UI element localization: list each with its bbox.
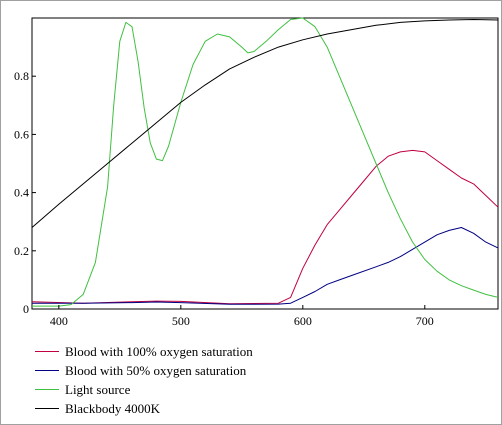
x-tick-label: 600: [294, 314, 312, 328]
legend-label-blood-50: Blood with 50% oxygen saturation: [65, 363, 247, 378]
y-tick-label: 0.4: [14, 186, 29, 200]
legend-label-blackbody: Blackbody 4000K: [65, 401, 160, 416]
legend-swatch-light-source: [35, 389, 59, 390]
x-tick-label: 500: [172, 314, 190, 328]
plot-frame: [31, 17, 499, 310]
x-tick-label: 700: [416, 314, 434, 328]
y-tick-label: 0.8: [14, 69, 29, 83]
legend-label-light-source: Light source: [65, 382, 131, 397]
x-tick-label: 400: [50, 314, 68, 328]
legend-swatch-blackbody: [35, 408, 59, 409]
x-axis-ticks: 400 500 600 700: [50, 305, 434, 328]
y-tick-label: 0.6: [14, 127, 29, 141]
y-axis-ticks: 0 0.2 0.4 0.6 0.8: [14, 69, 36, 316]
legend-swatch-blood-50: [35, 370, 59, 371]
series-line-3: [31, 19, 499, 228]
series-layer: [31, 17, 499, 307]
series-line-2: [32, 17, 499, 307]
series-line-1: [32, 227, 499, 305]
legend-label-blood-100: Blood with 100% oxygen saturation: [65, 344, 253, 359]
y-tick-label: 0.2: [14, 244, 29, 258]
series-line-0: [31, 149, 499, 305]
y-tick-label: 0: [23, 302, 29, 316]
legend-swatch-blood-100: [35, 351, 59, 352]
